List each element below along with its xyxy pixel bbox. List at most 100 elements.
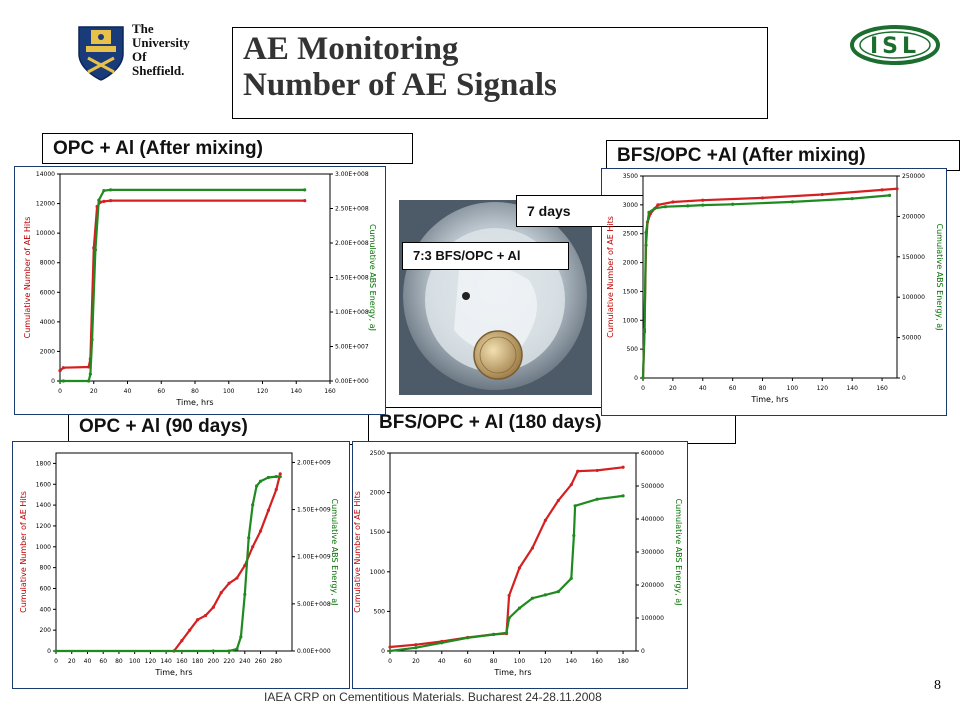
energy-series-line	[389, 494, 624, 653]
x-tick-label: 80	[115, 658, 123, 665]
y-tick-label: 1000	[370, 569, 385, 576]
y-tick-label: 4000	[40, 319, 55, 326]
x-tick-label: 260	[255, 658, 267, 665]
y2-tick-label: 100000	[641, 615, 664, 622]
energy-data-point	[686, 204, 690, 208]
energy-data-point	[88, 372, 92, 376]
chart-bfs-opc-al-after-mixing: 0 20 40 60 80 100 120 140 160 0 500 1000 1500 2000 250…	[606, 173, 944, 404]
hits-data-point	[303, 199, 307, 203]
x-tick-label: 40	[124, 388, 132, 395]
specimen-photo	[399, 200, 592, 395]
hits-data-point	[196, 618, 200, 622]
x-tick-label: 100	[514, 658, 526, 665]
y-tick-label: 600	[40, 585, 52, 592]
hits-data-point	[102, 199, 106, 203]
hits-data-point	[203, 613, 208, 618]
hits-data-point	[556, 498, 560, 503]
energy-data-point	[556, 590, 560, 594]
energy-data-point	[87, 379, 91, 383]
hits-data-point	[656, 203, 660, 207]
x-tick-label: 140	[566, 658, 578, 665]
energy-data-point	[595, 497, 599, 501]
chart-bfs-opc-al-180-days: 0 20 40 60 80 100 120 140 160 180 0 500 1000 1500 2000…	[353, 450, 683, 677]
y2-tick-label: 5.00E+007	[335, 344, 369, 351]
hits-data-point	[820, 192, 824, 197]
y2-tick-label: 0.00E+000	[297, 648, 331, 655]
y-tick-label: 2000	[370, 490, 385, 497]
x-tick-label: 140	[846, 385, 858, 392]
x-tick-label: 40	[699, 385, 707, 392]
energy-data-point	[850, 197, 854, 201]
energy-data-point	[790, 200, 795, 204]
energy-data-point	[90, 338, 94, 342]
energy-data-point	[572, 533, 576, 538]
plot-area	[642, 175, 898, 379]
hits-data-point	[180, 638, 184, 643]
energy-data-point	[227, 649, 231, 653]
university-logo: The University Of Sheffield.	[76, 22, 206, 84]
energy-data-point	[887, 193, 892, 197]
x-tick-label: 120	[817, 385, 829, 392]
x-tick-label: 120	[145, 658, 157, 665]
hits-data-point	[87, 365, 91, 369]
x-tick-label: 220	[223, 658, 235, 665]
y2-tick-label: 0.00E+000	[335, 378, 369, 385]
hits-data-point	[671, 200, 675, 204]
y-tick-label: 10000	[36, 230, 55, 237]
y2-tick-label: 2.00E+009	[297, 459, 331, 466]
university-name-line: University	[132, 35, 190, 50]
energy-data-point	[61, 379, 65, 383]
y-tick-label: 6000	[40, 289, 55, 296]
y2-tick-label: 150000	[902, 254, 925, 261]
hits-series-line	[59, 199, 305, 372]
y-tick-label: 2000	[623, 260, 638, 267]
x-tick-label: 160	[591, 658, 603, 665]
label-bottom-right: BFS/OPC + Al (180 days)	[368, 407, 736, 444]
energy-data-point	[573, 504, 577, 508]
y2-tick-label: 0	[902, 375, 906, 382]
x-tick-label: 60	[464, 658, 472, 665]
hits-data-point	[530, 546, 535, 550]
y2-tick-label: 1.50E+008	[335, 275, 369, 282]
x-tick-label: 80	[490, 658, 498, 665]
energy-data-point	[543, 593, 547, 597]
y2-tick-label: 100000	[902, 294, 925, 301]
y-tick-label: 1400	[36, 502, 51, 509]
energy-data-point	[102, 188, 106, 193]
label-top-right: BFS/OPC +Al (After mixing)	[606, 140, 960, 171]
x-tick-label: 40	[438, 658, 446, 665]
energy-data-point	[644, 230, 648, 235]
isl-logo: ISL	[850, 25, 940, 65]
y-tick-label: 800	[40, 565, 52, 572]
energy-series-line	[641, 194, 890, 379]
x-tick-label: 100	[223, 388, 235, 395]
x-tick-label: 140	[291, 388, 303, 395]
y2-tick-label: 50000	[902, 335, 921, 342]
x-tick-label: 0	[388, 658, 392, 665]
plot-area	[55, 452, 293, 652]
hits-data-point	[278, 472, 282, 476]
x-tick-label: 120	[257, 388, 269, 395]
energy-data-point	[266, 475, 270, 480]
energy-data-point	[93, 248, 98, 252]
y2-axis-label: Cumulative ABS Energy, aJ	[330, 499, 339, 606]
x-tick-label: 280	[271, 658, 283, 665]
y-tick-label: 0	[51, 378, 55, 385]
hits-data-point	[274, 487, 278, 492]
y-tick-label: 12000	[36, 201, 55, 208]
hits-data-point	[188, 628, 192, 632]
hits-data-point	[576, 469, 580, 473]
university-name-line: Sheffield.	[132, 63, 185, 78]
x-tick-label: 20	[90, 388, 98, 395]
x-tick-label: 240	[239, 658, 251, 665]
energy-data-point	[569, 576, 573, 580]
x-tick-label: 140	[160, 658, 172, 665]
y2-tick-label: 2.00E+008	[335, 240, 369, 247]
y2-tick-label: 2.50E+008	[335, 206, 369, 213]
slide-title-line1: AE Monitoring	[243, 31, 459, 67]
footer-text: IAEA CRP on Cementitious Materials. Buch…	[264, 690, 602, 704]
hits-data-point	[517, 566, 522, 570]
hits-data-point	[58, 369, 62, 373]
x-tick-label: 20	[412, 658, 420, 665]
hits-data-point	[895, 187, 899, 191]
